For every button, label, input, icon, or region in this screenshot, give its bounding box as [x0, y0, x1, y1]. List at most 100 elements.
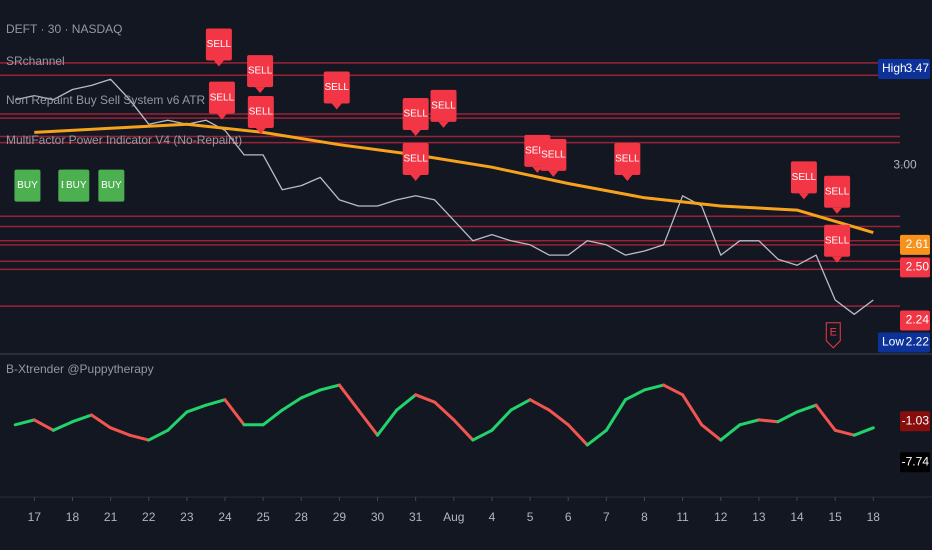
x-tick-label: 23: [180, 510, 194, 524]
signal-box: [208, 81, 235, 114]
x-tick-label: 29: [333, 510, 347, 524]
indicator-label: Non Repaint Buy Sell System v6 ATR: [6, 93, 206, 107]
oscillator-segment: [719, 423, 742, 442]
price-tag-value: 2.22: [906, 335, 930, 349]
oscillator-segment: [128, 433, 151, 442]
signal-text: BUY: [66, 180, 87, 191]
signal-box: [540, 138, 567, 171]
signal-pointer: [410, 174, 421, 181]
signal: SELL: [824, 224, 851, 263]
oscillator-segment: [376, 408, 399, 437]
signal: SELL: [402, 142, 429, 181]
signal: SELL: [247, 55, 274, 94]
signal-box: [824, 224, 851, 257]
signal-pointer: [213, 60, 224, 67]
oscillator-segment: [662, 383, 685, 397]
signal-pointer: [622, 174, 633, 181]
x-tick-label: 17: [28, 510, 42, 524]
oscillator-segment: [261, 408, 284, 427]
signal-text: SELL: [325, 82, 350, 93]
signal: BUY: [63, 169, 90, 202]
price-tag: [900, 452, 930, 473]
x-tick-label: 18: [66, 510, 80, 524]
signal-text: BUY: [17, 180, 38, 191]
signal-pointer: [216, 113, 227, 120]
x-tick-label: 12: [714, 510, 728, 524]
signal-box: [430, 89, 457, 122]
oscillator-segment: [452, 418, 475, 442]
signal-text: SELL: [525, 145, 550, 156]
signal-box: [824, 175, 851, 208]
x-tick-label: 5: [527, 510, 534, 524]
x-tick-label: 11: [676, 510, 689, 524]
oscillator-segment: [681, 393, 704, 427]
signal: SELL: [614, 142, 641, 181]
signal-box: [402, 142, 429, 175]
signal-text: SELL: [210, 92, 235, 103]
oscillator-segment: [356, 408, 380, 437]
signal-box: [14, 169, 41, 202]
signal-pointer: [255, 127, 266, 134]
oscillator-segment: [623, 388, 646, 402]
price-tag-value: -7.74: [902, 454, 930, 468]
signal-pointer: [331, 103, 342, 110]
oscillator-segment: [757, 418, 780, 424]
signal-text: SELL: [248, 66, 273, 77]
signal-text: SELL: [403, 154, 428, 165]
signal-text: SELL: [825, 235, 850, 246]
oscillator-segment: [280, 396, 303, 412]
x-tick-label: 30: [371, 510, 385, 524]
signal-text: SELL: [431, 100, 456, 111]
oscillator-segment: [166, 410, 189, 432]
price-tag: [900, 310, 930, 331]
oscillator-segment: [185, 403, 208, 414]
price-tag-value: -1.03: [902, 413, 930, 427]
signal-box: [402, 98, 429, 131]
price-tag-value: 2.61: [906, 237, 930, 251]
x-tick-label: 22: [142, 510, 156, 524]
oscillator-segment: [833, 428, 856, 437]
y-tick-label: 3.00: [893, 157, 917, 171]
x-tick-label: 13: [752, 510, 766, 524]
price-tag-value: 3.47: [906, 61, 930, 75]
signal: SELL: [430, 89, 457, 128]
signal-text: SELL: [615, 154, 640, 165]
oscillator-title: B-Xtrender @Puppytherapy: [6, 362, 154, 376]
signal-pointer: [832, 207, 843, 214]
price-tag: [900, 234, 930, 255]
signal-pointer: [832, 256, 843, 263]
signal-pointer: [798, 193, 809, 200]
indicator-label: SRchannel: [6, 54, 65, 68]
oscillator-segment: [13, 418, 36, 427]
x-tick-label: 8: [641, 510, 648, 524]
price-tag: [900, 411, 930, 432]
signal-box: [247, 95, 274, 128]
signal-box: [205, 28, 232, 61]
oscillator-segment: [51, 420, 74, 432]
oscillator-segment: [433, 400, 456, 422]
signal-box: [63, 169, 90, 202]
oscillator-segment: [471, 428, 494, 442]
price-tag-name: High: [882, 61, 907, 75]
oscillator-segment: [147, 428, 170, 442]
x-tick-label: Aug: [443, 510, 464, 524]
signal: SELL: [402, 98, 429, 137]
price-tag-value: 2.50: [906, 259, 930, 273]
oscillator-segment: [70, 413, 94, 424]
moving-average: [34, 122, 874, 235]
signal-box: [614, 142, 641, 175]
x-tick-label: 28: [295, 510, 309, 524]
signal-pointer: [438, 121, 449, 128]
signal-pointer: [548, 170, 559, 177]
oscillator-segment: [318, 383, 341, 392]
signal-box: [790, 161, 817, 194]
content: 3.00SELLSELLSELLSELLSELLSELLSELLSELLSELL…: [0, 28, 930, 524]
oscillator-segment: [528, 398, 551, 412]
x-tick-label: 14: [790, 510, 804, 524]
signal-pointer: [410, 130, 421, 137]
earnings-marker: [825, 322, 841, 349]
x-tick-label: 7: [603, 510, 610, 524]
oscillator-segment: [204, 398, 227, 407]
